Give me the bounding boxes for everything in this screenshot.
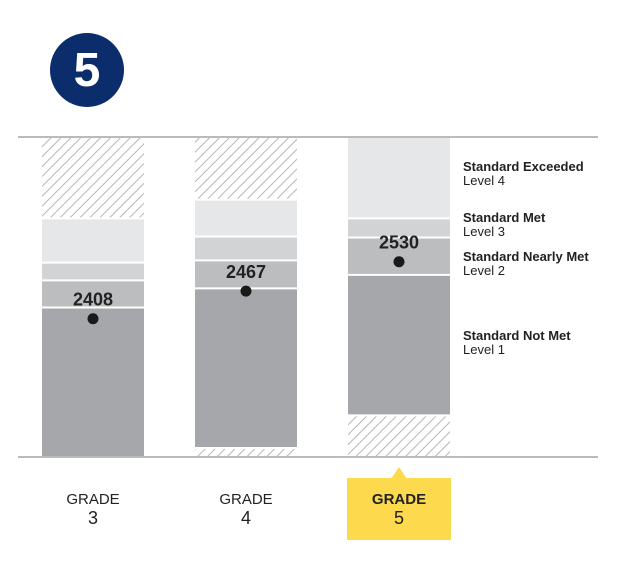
grade-badge-label: 5	[73, 43, 101, 97]
grade-3-level-3-segment	[42, 262, 144, 281]
grade-3-level-1-segment	[42, 307, 144, 456]
grade-5-level-2-segment	[348, 237, 450, 275]
grade-4-above-range	[195, 138, 297, 200]
grade-5-level-1-segment	[348, 274, 450, 416]
legend-level-2-sublabel: Level 2	[463, 263, 505, 278]
grade-4-level-3-segment	[195, 236, 297, 261]
grade-3-above-range	[42, 138, 144, 219]
grade-5-category-word: GRADE	[372, 491, 426, 508]
grade-5-score-label: 2530	[379, 233, 419, 253]
grade-5-level-4-segment	[348, 138, 450, 219]
grade-5-below-range	[348, 415, 450, 456]
grade-4-below-range	[195, 448, 297, 456]
grade-3-category-word: GRADE	[66, 491, 119, 508]
legend-level-1-name: Standard Not Met	[463, 328, 571, 343]
grade-3-score-label: 2408	[73, 290, 113, 310]
grade-3-score-dot	[87, 313, 99, 325]
grade-4-level-4-segment	[195, 199, 297, 237]
grade-badge: 5	[50, 33, 124, 107]
grade-4-level-2-segment	[195, 260, 297, 289]
legend-level-4-sublabel: Level 4	[463, 173, 505, 188]
legend-level-4-name: Standard Exceeded	[463, 159, 584, 174]
grade-5-level-3-segment	[348, 218, 450, 238]
grade-4-category-word: GRADE	[219, 491, 272, 508]
legend-level-3-name: Standard Met	[463, 210, 546, 225]
selected-grade-highlight	[347, 478, 451, 540]
grade-4-level-1-segment	[195, 288, 297, 449]
grade-3-level-2-segment	[42, 280, 144, 308]
legend-level-1-sublabel: Level 1	[463, 342, 505, 357]
legend-level-3-sublabel: Level 3	[463, 224, 505, 239]
grade-4-score-label: 2467	[226, 262, 266, 282]
grade-3-category-number: 3	[88, 508, 98, 528]
grade-3-level-4-segment	[42, 218, 144, 263]
grade-4-score-dot	[240, 285, 252, 297]
grade-4-category-number: 4	[241, 508, 251, 528]
selected-grade-pointer	[391, 467, 407, 479]
legend-level-2-name: Standard Nearly Met	[463, 249, 589, 264]
grade-5-score-dot	[393, 256, 405, 268]
grade-5-category-number: 5	[394, 508, 404, 528]
